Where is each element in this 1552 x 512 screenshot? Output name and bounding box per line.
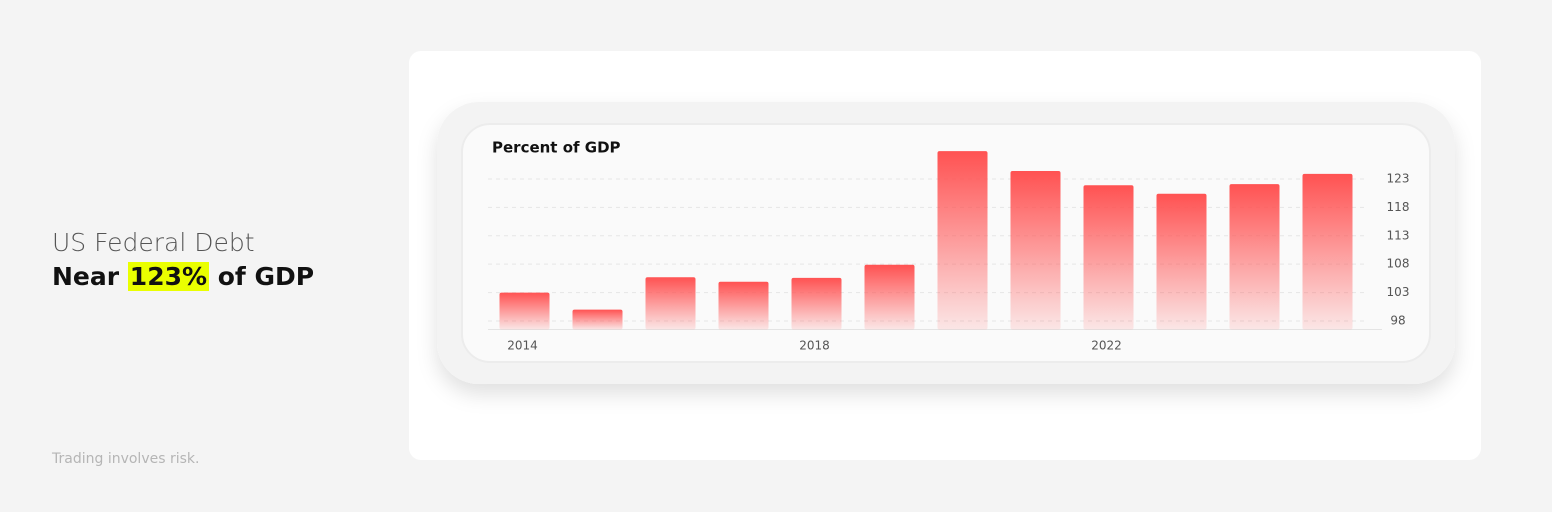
bar — [791, 277, 842, 330]
chart-title: Percent of GDP — [492, 139, 621, 157]
headline-subtitle: Near 123% of GDP — [52, 260, 314, 294]
bar — [1302, 173, 1353, 330]
bar — [1010, 171, 1061, 330]
y-tick-label: 108 — [1387, 257, 1410, 271]
bar — [572, 309, 623, 330]
x-tick-label: 2014 — [507, 339, 538, 353]
bar — [937, 151, 988, 330]
disclaimer: Trading involves risk. — [52, 451, 200, 467]
bar — [718, 281, 769, 330]
x-tick-label: 2022 — [1091, 339, 1122, 353]
highlight: 123% — [127, 262, 210, 291]
headline-title: US Federal Debt — [52, 228, 255, 257]
headline-text: of GDP — [217, 262, 315, 291]
y-tick-label: 113 — [1387, 228, 1410, 242]
headline-text: Near — [52, 262, 120, 291]
y-tick-label: 118 — [1387, 200, 1410, 214]
x-tick-label: 2018 — [799, 339, 830, 353]
bar — [1229, 184, 1280, 330]
headline: US Federal Debt Near 123% of GDP — [52, 226, 314, 294]
bar — [864, 264, 915, 330]
y-tick-label: 98 — [1390, 313, 1405, 327]
y-tick-label: 103 — [1387, 285, 1410, 299]
bar — [645, 277, 696, 330]
y-tick-label: 123 — [1387, 171, 1410, 185]
bar — [1156, 193, 1207, 330]
bar — [1083, 185, 1134, 330]
bar — [499, 292, 550, 330]
